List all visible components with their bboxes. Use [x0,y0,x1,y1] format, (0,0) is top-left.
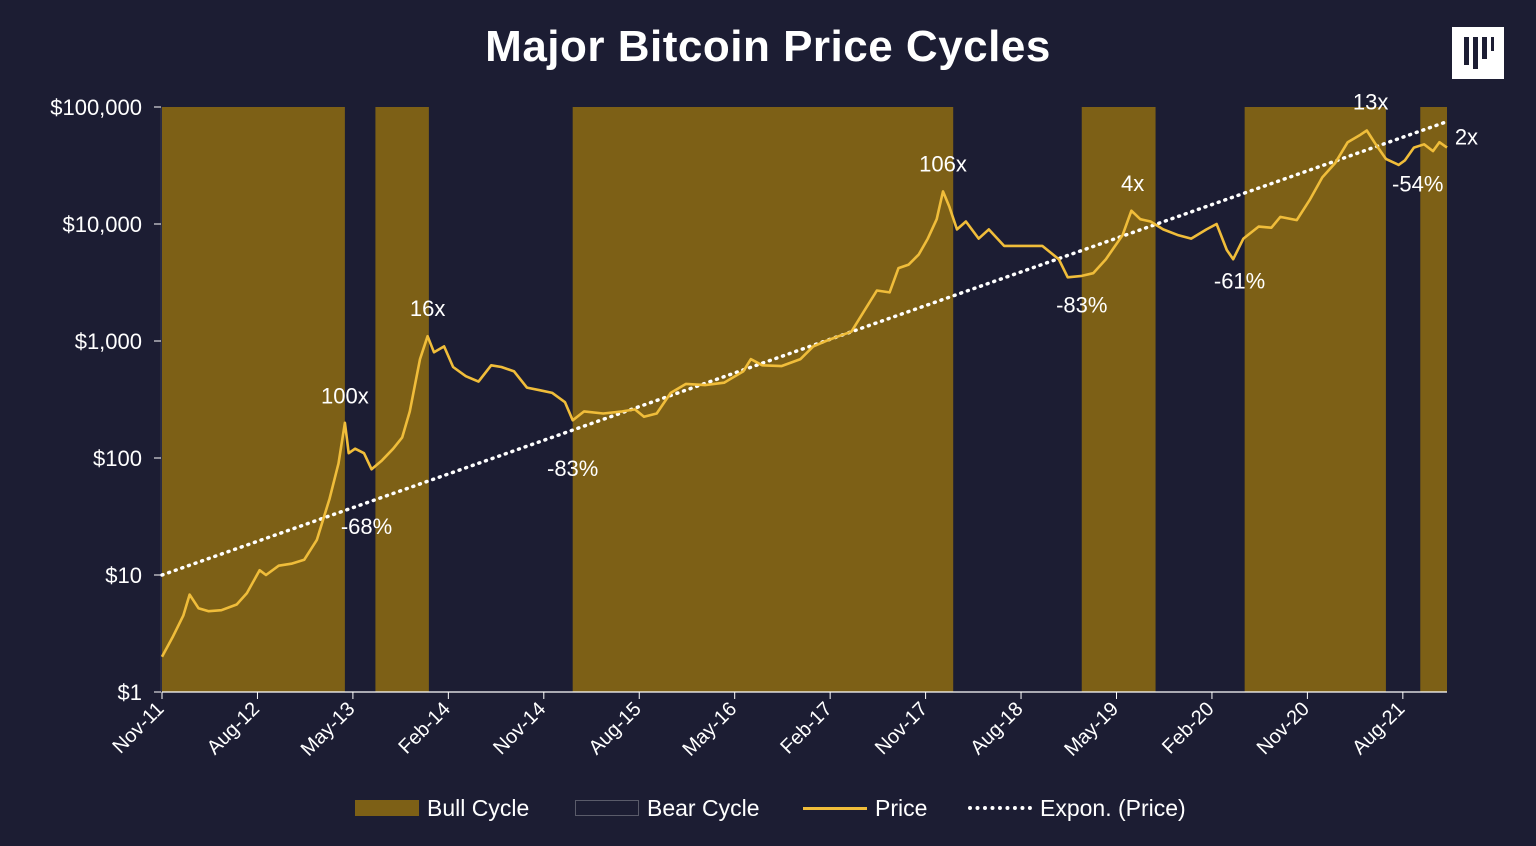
pantera-logo-icon [1452,27,1504,79]
x-tick-label-4: Nov-14 [489,698,550,759]
bull-cycle-band-0 [162,107,345,692]
y-axis: $1 $10 $100 $1,000 $10,000 $100,000 [50,95,162,705]
bull-cycle-band-6 [1081,107,1156,692]
legend-label-price: Price [875,794,928,821]
annotations: 100x -68% 16x -83% 106x -83% 4x -61% 13x 2x -54% [321,89,1478,539]
x-axis: Nov-11 Aug-12 May-13 Feb-14 Nov-14 Aug-15 May-… [108,691,1447,761]
annotation-label-4: 106x [919,151,967,176]
trend-line [160,119,1449,577]
y-tick-label-5: $100,000 [50,95,142,120]
x-tick-label-3: Feb-14 [395,698,455,758]
legend-item-bear: Bear Cycle [575,793,759,823]
x-tick-label-9: Aug-18 [966,698,1027,759]
x-tick-label-8: Nov-17 [871,698,932,759]
x-tick-label-1: Aug-12 [203,698,264,759]
cycle-bands [162,107,1447,692]
annotation-label-3: -83% [547,456,598,481]
y-tick-label-0: $1 [118,680,142,705]
legend-swatch-trend [968,806,1032,810]
bull-cycle-band-2 [375,107,429,692]
y-tick-label-3: $1,000 [75,329,142,354]
annotation-label-1: -68% [341,514,392,539]
chart-title: Major Bitcoin Price Cycles [485,22,1051,71]
annotation-label-5: -83% [1056,292,1107,317]
legend-swatch-bull [355,800,419,816]
annotation-label-8: 13x [1353,89,1388,114]
y-tick-label-1: $10 [105,563,142,588]
legend-swatch-bear [575,800,639,816]
bull-cycle-band-10 [1420,107,1447,692]
y-tick-label-4: $10,000 [62,212,142,237]
x-tick-label-10: May-19 [1060,698,1123,761]
x-tick-label-5: Aug-15 [585,698,646,759]
annotation-label-9: 2x [1455,124,1478,149]
x-tick-label-6: May-16 [679,698,742,761]
x-tick-label-12: Nov-20 [1253,698,1314,759]
x-tick-label-2: May-13 [297,698,360,761]
legend-item-trend: Expon. (Price) [968,793,1186,823]
legend-item-bull: Bull Cycle [355,793,529,823]
annotation-label-10: -54% [1392,172,1443,197]
y-tick-label-2: $100 [93,446,142,471]
annotation-label-6: 4x [1121,171,1144,196]
legend-label-bear: Bear Cycle [647,794,760,821]
price-line [160,129,1448,658]
legend-swatch-price [803,806,867,810]
bull-cycle-band-4 [572,107,954,692]
x-tick-label-0: Nov-11 [108,698,168,758]
price-series [160,129,1448,658]
legend-label-trend: Expon. (Price) [1040,794,1186,821]
bull-cycle-band-8 [1244,107,1386,692]
legend-label-bull: Bull Cycle [427,794,530,821]
legend-item-price: Price [803,793,927,823]
annotation-label-0: 100x [321,383,369,408]
x-tick-label-11: Feb-20 [1158,698,1218,758]
annotation-label-2: 16x [410,296,445,321]
annotation-label-7: -61% [1214,269,1265,294]
x-tick-label-13: Aug-21 [1348,698,1409,759]
trend-series [160,119,1449,577]
x-tick-label-7: Feb-17 [776,698,836,758]
legend: Bull Cycle Bear Cycle Price Expon. (Pric… [0,793,1536,823]
